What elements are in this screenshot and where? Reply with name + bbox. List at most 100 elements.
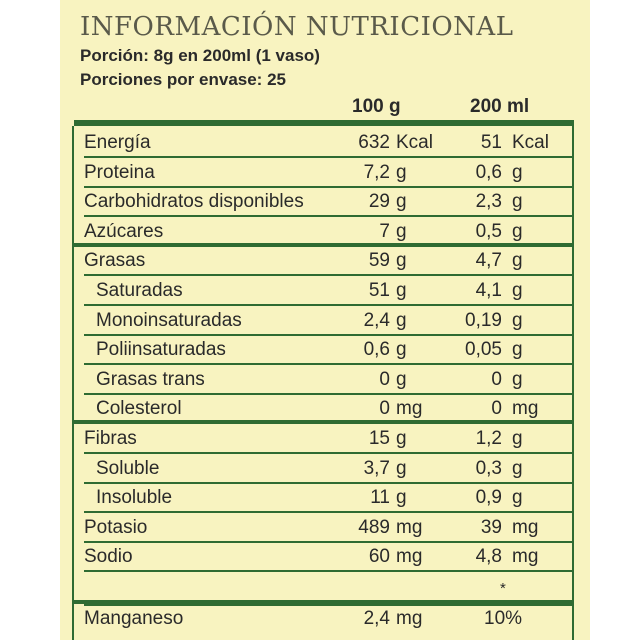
row-unit-100g: mg bbox=[396, 398, 423, 420]
row-unit-100g: g bbox=[396, 220, 407, 242]
row-unit-200ml: Kcal bbox=[512, 132, 549, 153]
row-value-100g: 29 bbox=[368, 191, 390, 213]
footnote-star: * bbox=[500, 580, 506, 597]
row-name: Manganeso bbox=[84, 608, 184, 629]
row-unit-200ml: g bbox=[512, 191, 523, 213]
row-value-200ml: 0,3 bbox=[475, 457, 502, 479]
row-value-200ml: 4,8 bbox=[475, 546, 502, 568]
row-value-200ml: 39 bbox=[480, 516, 502, 538]
row-divider bbox=[84, 481, 574, 484]
row-unit-200ml: g bbox=[512, 487, 523, 509]
table-row: Fibras 15 g 1,2 g bbox=[74, 424, 574, 454]
portion-text: Porción: 8g en 200ml (1 vaso) bbox=[80, 46, 320, 65]
row-divider bbox=[84, 185, 574, 188]
row-unit-200ml: g bbox=[512, 339, 523, 361]
row-percent: 10% bbox=[484, 608, 523, 629]
row-unit-100g: g bbox=[396, 457, 407, 479]
row-name: Grasas bbox=[84, 250, 146, 272]
row-unit-200ml: g bbox=[512, 309, 523, 331]
page-title: INFORMACIÓN NUTRICIONAL bbox=[80, 12, 514, 42]
row-unit-100g: g bbox=[396, 487, 407, 509]
row-unit-100g: g bbox=[396, 339, 407, 361]
row-divider bbox=[84, 215, 574, 218]
row-value-200ml: 0 bbox=[491, 398, 502, 420]
row-unit-100g: g bbox=[396, 191, 407, 213]
row-value-100g: 59 bbox=[368, 250, 390, 272]
row-divider bbox=[84, 511, 574, 514]
row-unit-200ml: mg bbox=[512, 516, 539, 538]
row-value-100g: 489 bbox=[358, 516, 390, 538]
row-divider bbox=[84, 540, 574, 543]
row-unit-200ml: mg bbox=[512, 546, 539, 568]
table-row: Energía 632 Kcal 51 Kcal bbox=[74, 128, 574, 158]
row-value-200ml: 0,19 bbox=[465, 309, 502, 331]
table-row: Monoinsaturadas 2,4 g 0,19 g bbox=[74, 306, 574, 336]
row-name: Poliinsaturadas bbox=[96, 339, 226, 361]
row-value-200ml: 1,2 bbox=[475, 428, 502, 449]
row-divider bbox=[84, 274, 574, 277]
row-unit-100g: g bbox=[396, 368, 407, 390]
row-unit-100g: mg bbox=[396, 516, 423, 538]
row-name: Proteina bbox=[84, 161, 155, 183]
row-value-200ml: 0,6 bbox=[475, 161, 502, 183]
table-row: Carbohidratos disponibles 29 g 2,3 g bbox=[74, 187, 574, 218]
row-value-200ml: 0,5 bbox=[475, 220, 502, 242]
row-unit-100g: g bbox=[396, 250, 407, 272]
row-value-200ml: 0,9 bbox=[475, 487, 502, 509]
row-name: Sodio bbox=[84, 546, 133, 568]
row-name: Soluble bbox=[96, 457, 160, 479]
row-value-100g: 51 bbox=[368, 280, 390, 301]
row-value-100g: 0,6 bbox=[363, 339, 390, 361]
row-name: Fibras bbox=[84, 428, 137, 449]
row-unit-100g: g bbox=[396, 280, 407, 301]
row-unit-200ml: g bbox=[512, 428, 523, 449]
table-row: Colesterol 0 mg 0 mg bbox=[74, 394, 574, 425]
row-name: Colesterol bbox=[96, 398, 182, 420]
row-name: Potasio bbox=[84, 516, 148, 538]
row-name: Grasas trans bbox=[96, 368, 205, 390]
table-row: Grasas 59 g 4,7 g bbox=[74, 246, 574, 277]
table-left-border bbox=[72, 126, 74, 640]
row-value-100g: 11 bbox=[370, 487, 390, 509]
table-row: Grasas trans 0 g 0 g bbox=[74, 365, 574, 395]
row-unit-200ml: g bbox=[512, 161, 523, 183]
row-value-100g: 0 bbox=[379, 398, 390, 420]
row-unit-200ml: g bbox=[512, 457, 523, 479]
row-divider bbox=[74, 420, 574, 425]
table-row: Sodio 60 mg 4,8 mg bbox=[74, 542, 574, 573]
row-unit-200ml: g bbox=[512, 250, 523, 272]
row-value-100g: 7,2 bbox=[363, 161, 390, 183]
row-name: Insoluble bbox=[96, 487, 173, 509]
row-divider bbox=[74, 242, 574, 247]
table-row: Proteina 7,2 g 0,6 g bbox=[74, 158, 574, 188]
row-value-100g: 2,4 bbox=[363, 309, 390, 331]
table-row-manganeso: Manganeso 2,4 mg 10% bbox=[74, 604, 574, 634]
row-value-200ml: 4,7 bbox=[475, 250, 502, 272]
row-value-200ml: 51 bbox=[480, 132, 502, 153]
row-name: Monoinsaturadas bbox=[96, 309, 242, 331]
row-name: Energía bbox=[84, 132, 151, 153]
row-value-100g: 3,7 bbox=[363, 457, 390, 479]
row-name: Saturadas bbox=[96, 280, 183, 301]
row-value-200ml: 4,1 bbox=[475, 280, 502, 301]
row-value-100g: 2,4 bbox=[363, 608, 390, 629]
row-divider bbox=[84, 363, 574, 366]
row-unit-100g: g bbox=[396, 428, 407, 449]
header-rule bbox=[74, 120, 574, 126]
table-right-border bbox=[572, 126, 574, 640]
row-unit-100g: g bbox=[396, 309, 407, 331]
row-unit-100g: mg bbox=[396, 608, 423, 629]
row-value-100g: 0 bbox=[379, 368, 390, 390]
row-unit-200ml: g bbox=[512, 280, 523, 301]
table-row: Saturadas 51 g 4,1 g bbox=[74, 276, 574, 306]
table-row: Soluble 3,7 g 0,3 g bbox=[74, 454, 574, 484]
footnote-row: * bbox=[74, 576, 574, 606]
row-unit-200ml: mg bbox=[512, 398, 539, 420]
row-value-200ml: 2,3 bbox=[475, 191, 502, 213]
row-unit-200ml: g bbox=[512, 368, 523, 390]
row-name: Carbohidratos disponibles bbox=[84, 191, 304, 213]
row-divider bbox=[84, 604, 574, 606]
column-header-100g: 100 g bbox=[352, 96, 401, 117]
row-value-100g: 7 bbox=[379, 220, 390, 242]
servings-text: Porciones por envase: 25 bbox=[80, 70, 286, 89]
